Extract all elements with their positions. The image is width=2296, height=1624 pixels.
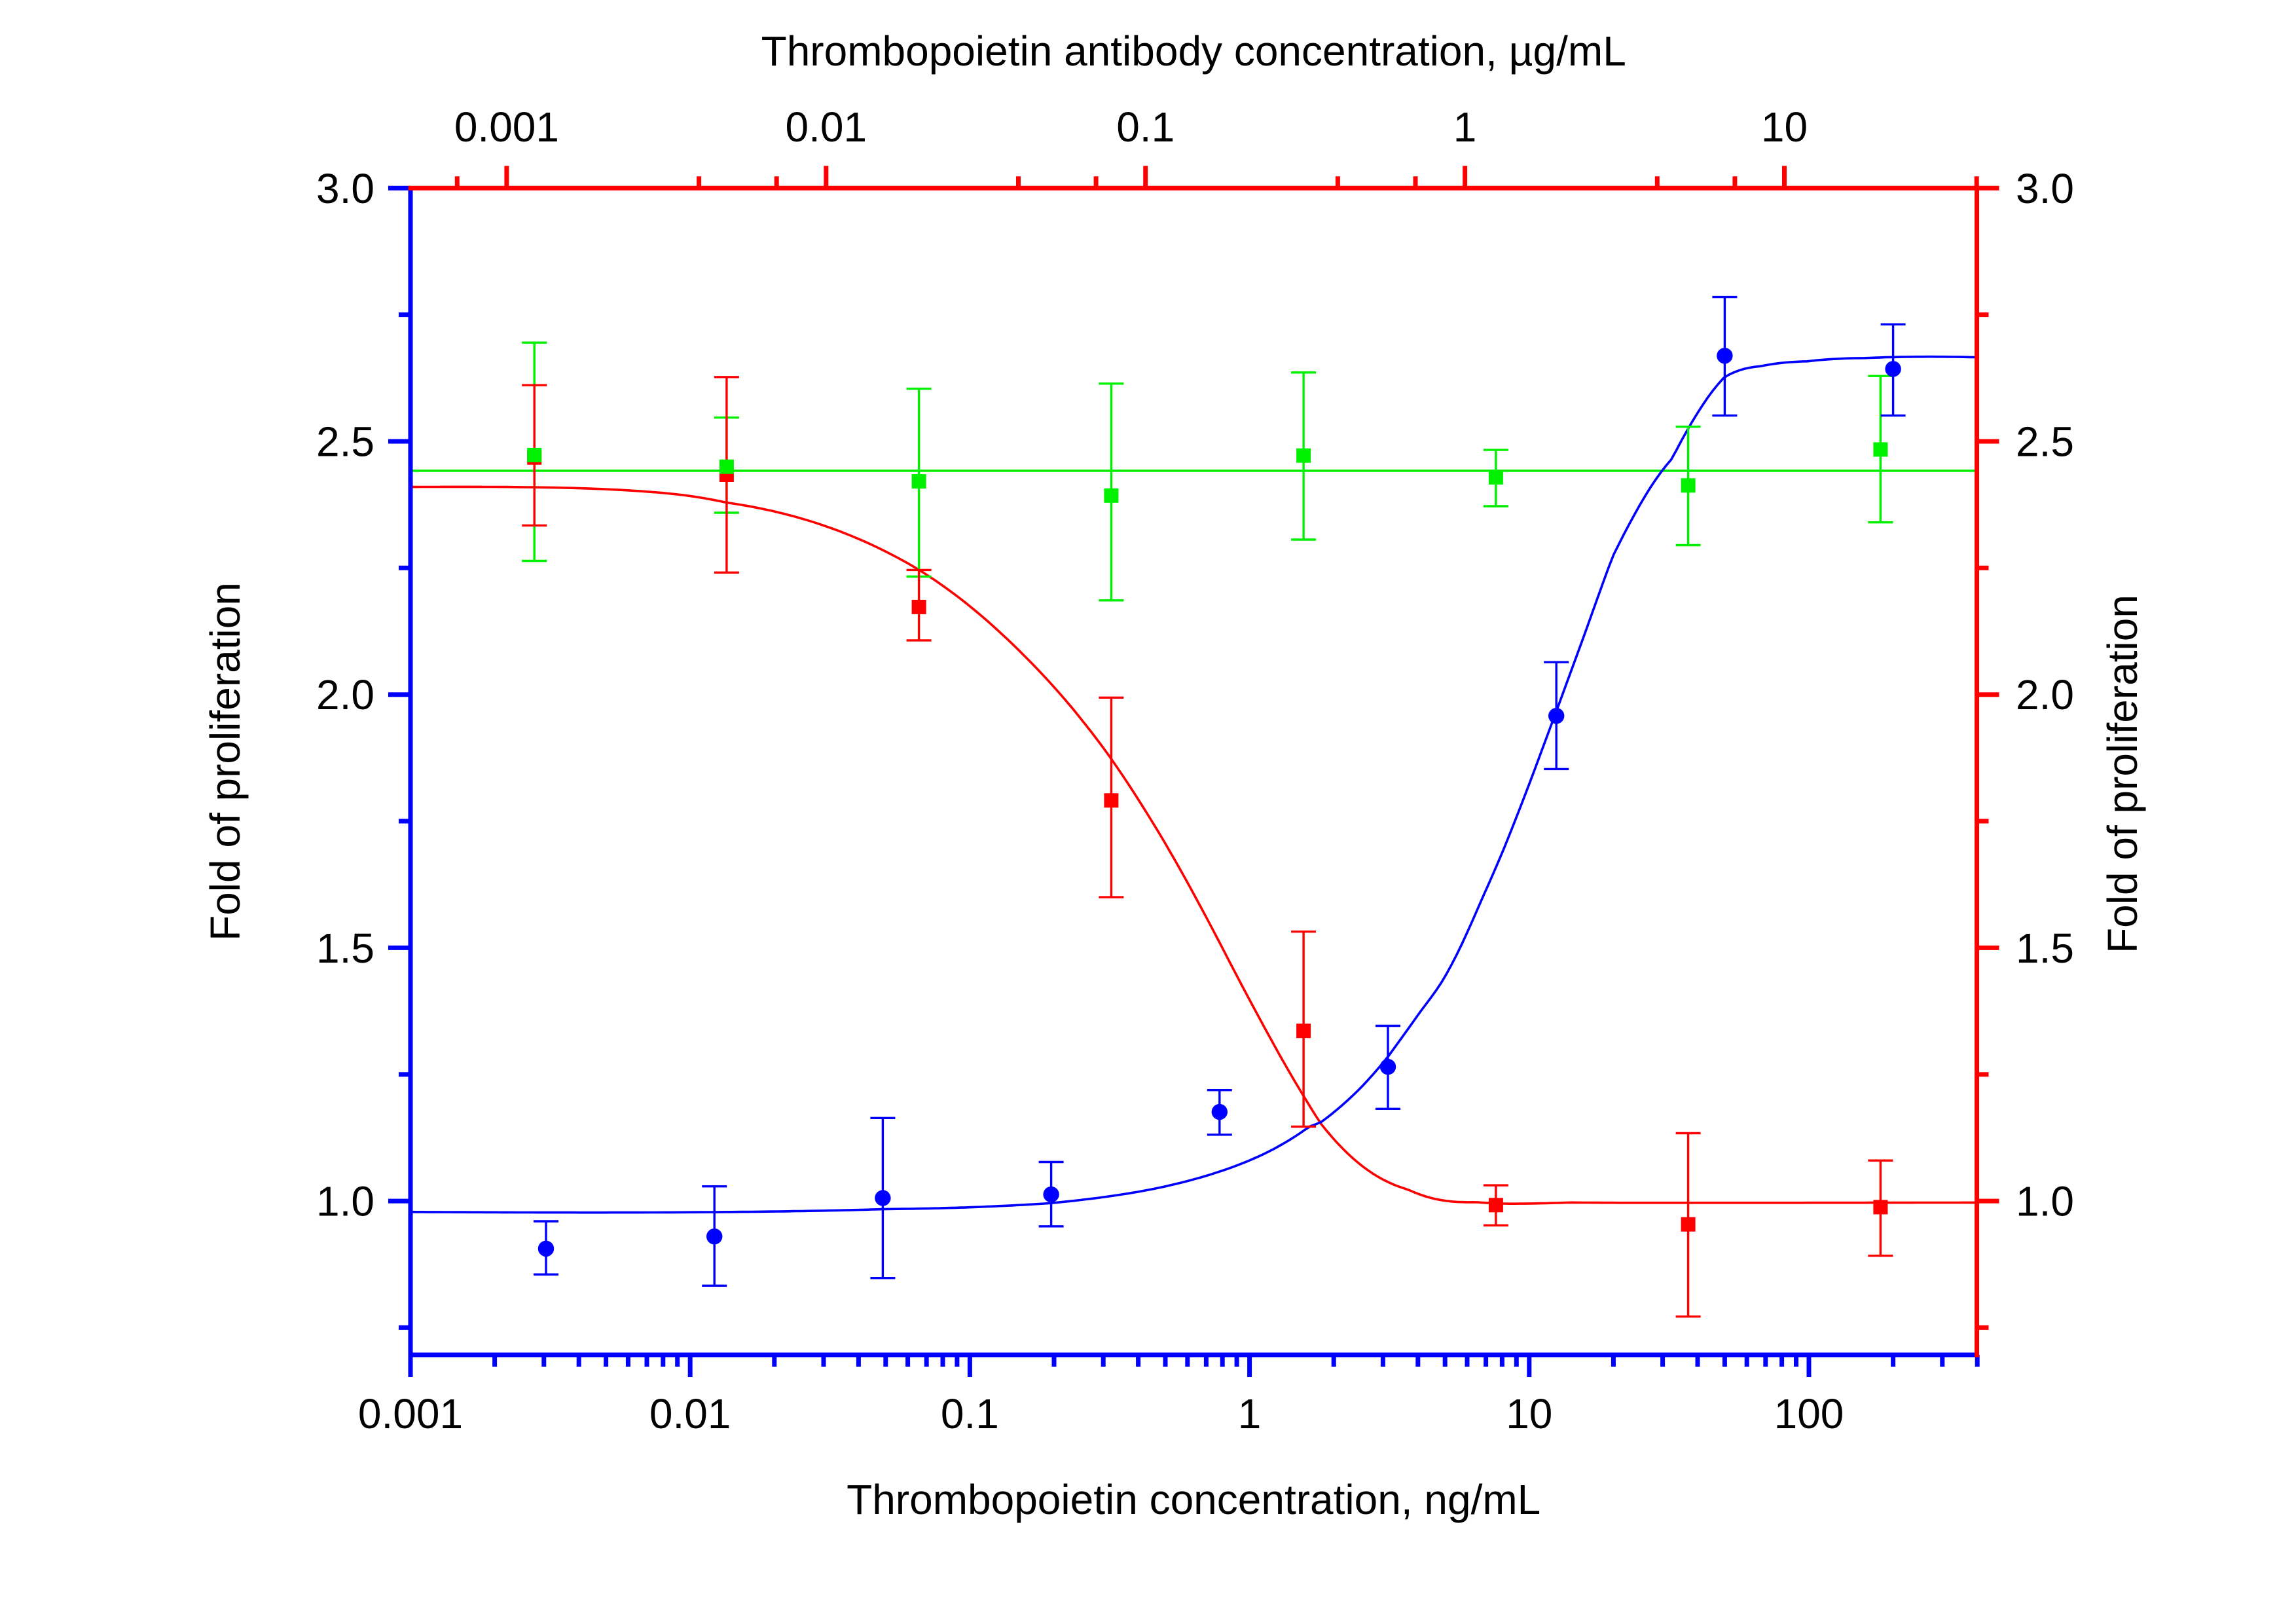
svg-text:Thrombopoietin concentration,: Thrombopoietin concentration, ng/mL xyxy=(847,1476,1540,1523)
svg-text:0.001: 0.001 xyxy=(454,103,559,151)
svg-text:1.0: 1.0 xyxy=(2016,1178,2074,1225)
svg-text:0.01: 0.01 xyxy=(786,103,867,151)
svg-text:10: 10 xyxy=(1506,1390,1552,1437)
svg-text:2.0: 2.0 xyxy=(2016,671,2074,718)
svg-text:1.0: 1.0 xyxy=(316,1178,374,1225)
svg-text:2.5: 2.5 xyxy=(316,418,374,466)
svg-text:0.01: 0.01 xyxy=(649,1390,731,1437)
svg-text:2.5: 2.5 xyxy=(2016,418,2074,466)
svg-text:0.001: 0.001 xyxy=(358,1390,463,1437)
svg-text:Fold of proliferation: Fold of proliferation xyxy=(202,582,249,941)
svg-text:2.0: 2.0 xyxy=(316,671,374,718)
svg-text:Thrombopoietin antibody concen: Thrombopoietin antibody concentration, µ… xyxy=(761,28,1626,75)
svg-text:3.0: 3.0 xyxy=(316,165,374,212)
svg-text:10: 10 xyxy=(1761,103,1808,151)
svg-text:0.1: 0.1 xyxy=(941,1390,999,1437)
svg-text:1: 1 xyxy=(1238,1390,1262,1437)
svg-text:1: 1 xyxy=(1453,103,1477,151)
svg-text:3.0: 3.0 xyxy=(2016,165,2074,212)
svg-text:1.5: 1.5 xyxy=(2016,925,2074,972)
svg-text:0.1: 0.1 xyxy=(1116,103,1175,151)
svg-text:100: 100 xyxy=(1774,1390,1844,1437)
svg-text:1.5: 1.5 xyxy=(316,925,374,972)
svg-text:Fold of proliferation: Fold of proliferation xyxy=(2099,595,2146,953)
